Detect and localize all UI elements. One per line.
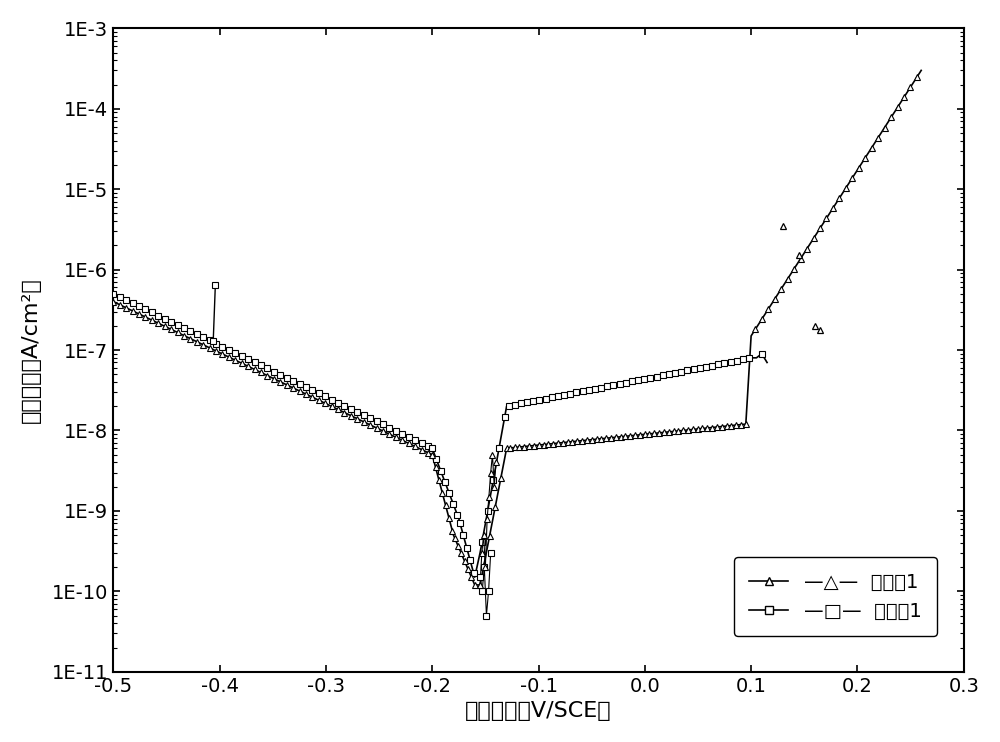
Legend: —△—  对比例1, —□—  实施例1: —△— 对比例1, —□— 实施例1 (734, 557, 937, 637)
X-axis label: 极化电位（V/SCE）: 极化电位（V/SCE） (465, 701, 612, 721)
Y-axis label: 电流密度（A/cm²）: 电流密度（A/cm²） (21, 278, 41, 423)
